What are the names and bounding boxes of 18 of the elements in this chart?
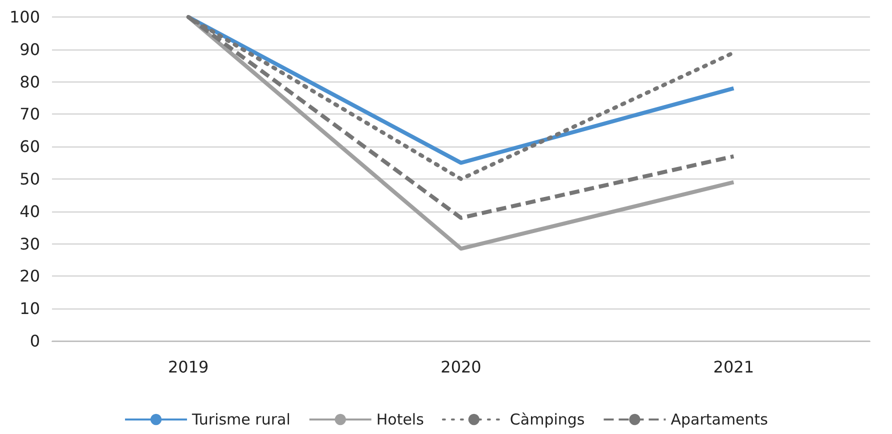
legend-label: Hotels bbox=[376, 410, 424, 428]
y-tick-label: 30 bbox=[20, 234, 40, 254]
legend-label: Turisme rural bbox=[191, 410, 290, 428]
y-tick-label: 20 bbox=[20, 266, 40, 286]
y-tick-label: 90 bbox=[20, 40, 40, 59]
y-tick-label: 50 bbox=[20, 170, 40, 188]
y-tick-label: 0 bbox=[30, 332, 40, 350]
x-tick-label: 2020 bbox=[440, 358, 482, 376]
x-tick-label: 2021 bbox=[713, 358, 754, 376]
y-tick-label: 40 bbox=[20, 202, 40, 221]
legend-label: Càmpings bbox=[510, 410, 585, 428]
y-tick-label: 80 bbox=[20, 72, 40, 92]
legend-label: Apartaments bbox=[670, 410, 768, 428]
y-tick-label: 60 bbox=[20, 137, 40, 156]
x-tick-label: 2019 bbox=[168, 358, 209, 376]
y-tick-label: 70 bbox=[20, 104, 40, 124]
y-tick-label: 100 bbox=[9, 8, 40, 26]
y-tick-label: 10 bbox=[20, 299, 40, 318]
